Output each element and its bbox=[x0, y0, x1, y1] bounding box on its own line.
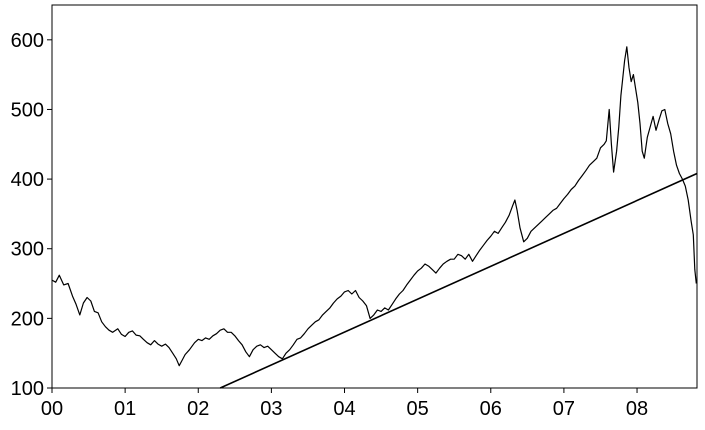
x-tick-label: 05 bbox=[407, 398, 429, 420]
y-tick-label: 100 bbox=[11, 378, 44, 400]
series-layer bbox=[51, 46, 698, 389]
x-tick-label: 06 bbox=[480, 398, 502, 420]
x-tick-label: 08 bbox=[626, 398, 648, 420]
x-tick-label: 02 bbox=[187, 398, 209, 420]
price-series-line bbox=[51, 46, 697, 367]
y-tick-label: 200 bbox=[11, 308, 44, 330]
x-tick-label: 07 bbox=[553, 398, 575, 420]
plot-area-frame bbox=[51, 4, 698, 389]
axis-layer: 100 200 300 400 500 600 00 01 02 03 04 05 06 07 08 bbox=[11, 30, 649, 420]
trend-line bbox=[219, 172, 698, 389]
x-tick-label: 03 bbox=[260, 398, 282, 420]
x-tick-label: 00 bbox=[41, 398, 63, 420]
x-tick-label: 01 bbox=[114, 398, 136, 420]
y-tick-label: 300 bbox=[11, 239, 44, 261]
x-tick-label: 04 bbox=[333, 398, 355, 420]
y-tick-label: 400 bbox=[11, 169, 44, 191]
y-tick-label: 500 bbox=[11, 99, 44, 121]
y-tick-label: 600 bbox=[11, 30, 44, 52]
